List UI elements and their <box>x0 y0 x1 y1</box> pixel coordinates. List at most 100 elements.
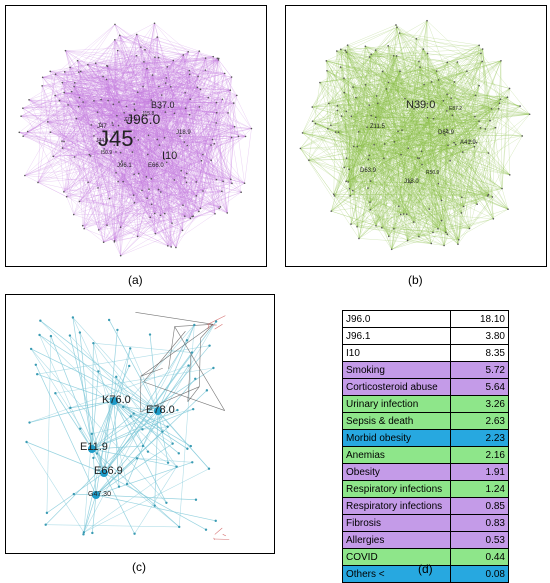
network-node <box>463 206 465 208</box>
network-node <box>39 320 41 322</box>
network-node <box>175 465 177 467</box>
network-node <box>134 137 136 139</box>
network-node <box>55 73 57 75</box>
network-node <box>97 370 99 372</box>
network-node <box>397 131 399 133</box>
network-node <box>438 79 440 81</box>
network-graph-a <box>6 6 266 266</box>
network-node <box>315 123 317 125</box>
network-node <box>233 102 235 104</box>
network-edge <box>38 148 63 182</box>
network-node <box>478 120 480 122</box>
network-edge <box>84 325 194 532</box>
network-node <box>171 442 173 444</box>
network-node <box>218 208 220 210</box>
network-node <box>117 181 119 183</box>
network-node <box>69 334 71 336</box>
network-node <box>347 181 349 183</box>
network-node <box>151 203 153 205</box>
network-node <box>69 67 71 69</box>
network-node <box>492 196 494 198</box>
network-node <box>126 106 128 108</box>
network-edge <box>207 316 225 325</box>
row-value: 0.53 <box>451 532 509 549</box>
network-node <box>160 191 162 193</box>
network-node <box>419 66 421 68</box>
network-panel-b: N39.0 Z11.5 D64.9 A41.9 D63.9 J18.0 E87.… <box>285 5 547 267</box>
network-node <box>190 218 192 220</box>
node-label-N39.0: N39.0 <box>406 100 435 111</box>
row-value: 1.24 <box>451 481 509 498</box>
network-node <box>156 36 158 38</box>
network-node <box>437 228 439 230</box>
network-edge <box>135 312 213 324</box>
network-node <box>368 155 370 157</box>
network-node <box>311 106 313 108</box>
network-node <box>319 82 321 84</box>
node-label-E66.0: E66.0 <box>148 163 164 169</box>
network-node <box>430 243 432 245</box>
network-node <box>133 173 135 175</box>
network-node <box>446 62 448 64</box>
network-node <box>226 212 228 214</box>
row-label: Morbid obesity <box>343 430 451 447</box>
network-node <box>142 445 144 447</box>
network-node <box>418 157 420 159</box>
network-node <box>358 238 360 240</box>
network-node <box>337 105 339 107</box>
network-node <box>393 55 395 57</box>
network-node <box>369 56 371 58</box>
node-label-E87.2: E87.2 <box>449 107 462 112</box>
node-label-J18.9: J18.9 <box>176 130 191 136</box>
network-node <box>366 126 368 128</box>
network-node <box>158 189 160 191</box>
network-node <box>37 182 39 184</box>
network-node <box>118 485 120 487</box>
network-node <box>417 157 419 159</box>
network-node <box>489 120 491 122</box>
row-value: 3.26 <box>451 396 509 413</box>
network-node <box>367 187 369 189</box>
network-node <box>120 226 122 228</box>
network-graph-b <box>286 6 546 266</box>
network-node <box>62 147 64 149</box>
node-label-Z11.5: Z11.5 <box>370 124 385 130</box>
network-node <box>507 96 509 98</box>
network-node <box>61 140 63 142</box>
network-node <box>453 142 455 144</box>
network-node <box>184 177 186 179</box>
network-node <box>212 56 214 58</box>
network-node <box>428 208 430 210</box>
network-node <box>370 180 372 182</box>
network-node <box>36 373 38 375</box>
network-node <box>355 97 357 99</box>
network-node <box>97 187 99 189</box>
network-node <box>457 61 459 63</box>
network-node <box>83 531 85 533</box>
network-node <box>346 51 348 53</box>
network-node <box>78 71 80 73</box>
network-node <box>438 183 440 185</box>
network-node <box>381 227 383 229</box>
caption-a: (a) <box>128 273 143 287</box>
network-node <box>476 203 478 205</box>
network-node <box>82 101 84 103</box>
network-edge <box>158 411 168 463</box>
network-node <box>210 159 212 161</box>
network-node <box>64 71 66 73</box>
network-node <box>154 22 156 24</box>
row-label: Others < <box>343 566 451 583</box>
row-label: Allergies <box>343 532 451 549</box>
network-node <box>375 117 377 119</box>
network-node <box>92 342 94 344</box>
network-node <box>401 129 403 131</box>
network-node <box>186 173 188 175</box>
network-node <box>230 178 232 180</box>
network-node <box>87 181 89 183</box>
network-node <box>49 71 51 73</box>
